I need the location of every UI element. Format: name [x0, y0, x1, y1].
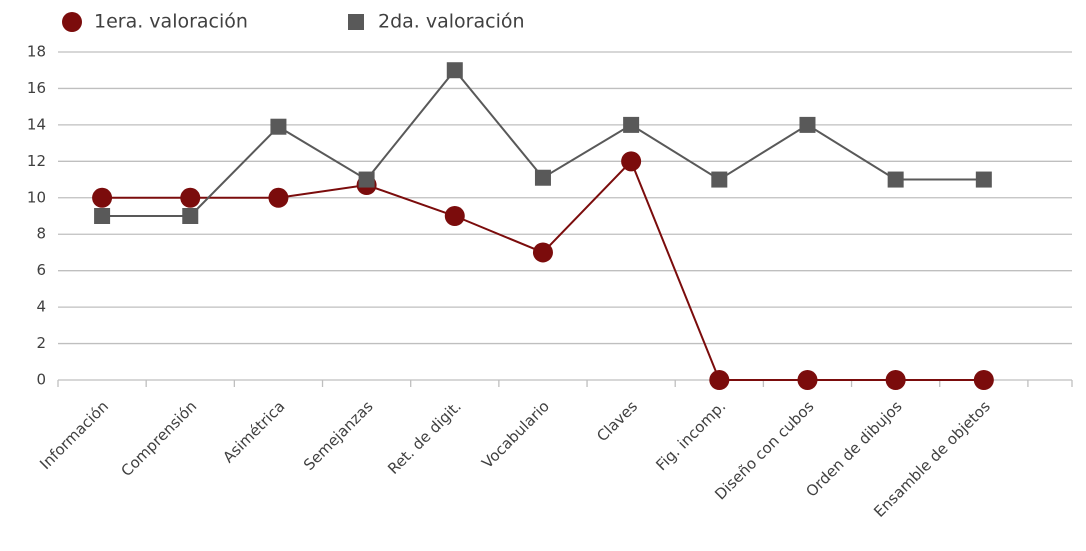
- marker: [534, 169, 551, 186]
- marker: [621, 151, 642, 172]
- marker: [711, 171, 728, 188]
- x-tick-label: Orden de dibujos: [802, 397, 905, 500]
- marker: [975, 171, 992, 188]
- x-tick-label: Comprensión: [118, 397, 201, 480]
- marker: [182, 208, 199, 224]
- marker: [885, 370, 906, 390]
- y-tick-label: 2: [36, 334, 46, 352]
- y-tick-label: 12: [27, 152, 46, 170]
- legend-item: 1era. valoración: [62, 11, 248, 33]
- y-tick-label: 0: [36, 371, 46, 389]
- x-tick-label: Claves: [593, 397, 641, 445]
- legend-label: 2da. valoración: [378, 11, 525, 33]
- marker: [887, 171, 904, 188]
- x-tick-label: Vocabulario: [478, 397, 553, 472]
- y-tick-label: 18: [27, 43, 46, 61]
- marker: [709, 370, 730, 390]
- series-line: [102, 68, 984, 217]
- x-tick-label: Asimétrica: [219, 397, 288, 466]
- y-tick-label: 14: [27, 115, 46, 133]
- marker: [973, 370, 994, 390]
- marker: [799, 116, 816, 133]
- legend-marker: [348, 14, 364, 30]
- y-tick-label: 6: [36, 261, 46, 279]
- marker: [268, 187, 289, 208]
- y-tick-label: 8: [36, 225, 46, 243]
- marker: [92, 187, 113, 208]
- marker: [444, 206, 465, 226]
- x-tick-label: Fig. incomp.: [652, 397, 729, 474]
- legend-marker: [62, 12, 82, 32]
- marker: [358, 171, 375, 188]
- x-tick-label: Semejanzas: [300, 397, 377, 474]
- marker: [270, 118, 287, 135]
- marker: [797, 370, 818, 390]
- marker: [446, 62, 463, 79]
- x-tick-label: Ret. de digit.: [384, 397, 465, 478]
- x-tick-label: Información: [36, 397, 112, 473]
- legend-item: 2da. valoración: [348, 11, 525, 33]
- marker: [623, 116, 640, 133]
- marker: [94, 208, 111, 224]
- marker: [532, 242, 553, 263]
- y-tick-label: 16: [27, 79, 46, 97]
- legend-label: 1era. valoración: [94, 11, 248, 33]
- marker: [180, 187, 201, 208]
- y-tick-label: 10: [27, 188, 46, 206]
- y-tick-label: 4: [36, 298, 46, 316]
